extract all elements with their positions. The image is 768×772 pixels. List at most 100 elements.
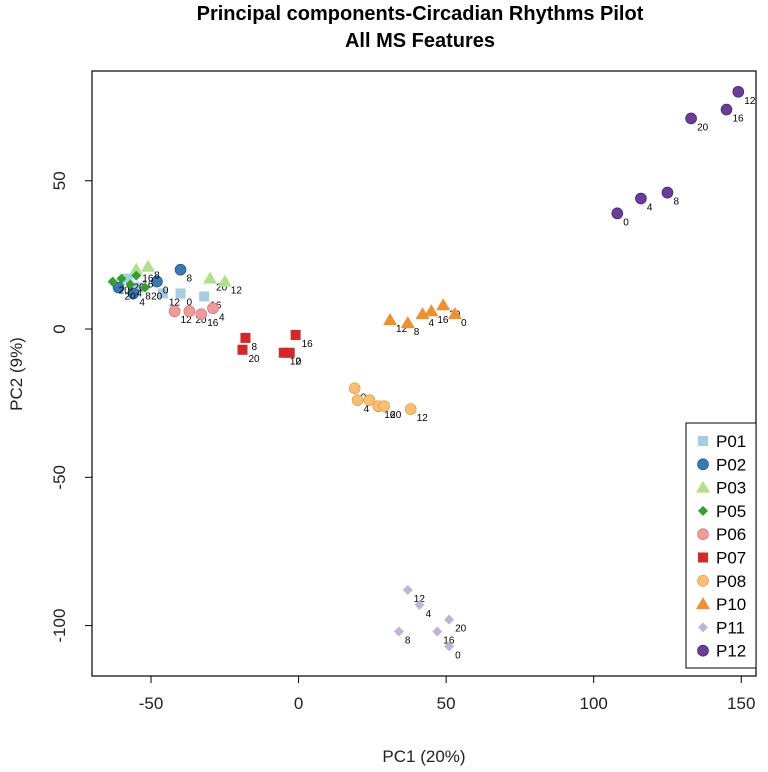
data-point bbox=[195, 308, 207, 320]
legend-marker bbox=[698, 436, 708, 446]
data-point bbox=[414, 599, 425, 610]
point-label: 20 bbox=[133, 283, 145, 294]
point-label: 20 bbox=[125, 291, 137, 302]
data-point bbox=[363, 394, 376, 406]
data-point bbox=[151, 275, 163, 288]
data-point bbox=[199, 291, 210, 302]
data-point bbox=[635, 192, 647, 205]
data-point bbox=[131, 270, 142, 281]
data-point bbox=[383, 313, 398, 326]
point-label: 8 bbox=[187, 274, 193, 285]
data-point bbox=[404, 403, 417, 415]
point-label: 4 bbox=[136, 289, 142, 300]
point-label: 20 bbox=[216, 283, 228, 294]
data-point bbox=[183, 305, 196, 318]
y-tick-label: 50 bbox=[50, 171, 69, 190]
data-point bbox=[661, 186, 674, 199]
legend: P01 P02 P03 P05 P06 P07 P08 P10 P11 P12 bbox=[685, 422, 757, 669]
data-point bbox=[134, 282, 145, 293]
data-point bbox=[217, 274, 232, 287]
data-points: 8120162080420820121620816204122016482001… bbox=[107, 85, 756, 661]
data-point bbox=[112, 281, 125, 294]
point-label: 12 bbox=[169, 297, 181, 308]
point-label: 20 bbox=[390, 410, 402, 421]
series-p10: 128416200 bbox=[383, 298, 467, 338]
data-point bbox=[107, 276, 118, 287]
point-label: 16 bbox=[142, 280, 154, 291]
data-point bbox=[685, 112, 697, 125]
point-label: 20 bbox=[249, 354, 261, 365]
data-point bbox=[436, 298, 451, 311]
data-point bbox=[393, 626, 404, 637]
point-label: 20 bbox=[119, 286, 131, 297]
legend-marker bbox=[698, 552, 708, 563]
chart-title: Principal components-Circadian Rhythms P… bbox=[197, 3, 644, 25]
data-point bbox=[140, 282, 151, 293]
data-point bbox=[432, 626, 443, 637]
legend-entry: P05 bbox=[716, 502, 746, 521]
point-label: 16 bbox=[302, 339, 314, 350]
data-point bbox=[378, 400, 390, 412]
legend-marker bbox=[698, 622, 708, 633]
point-label: 16 bbox=[207, 318, 219, 329]
data-point bbox=[444, 614, 455, 625]
point-label: 0 bbox=[187, 297, 193, 308]
y-tick-label: 0 bbox=[50, 324, 69, 333]
point-label: 8 bbox=[414, 327, 420, 338]
data-point bbox=[720, 103, 733, 116]
legend-entry: P11 bbox=[716, 618, 745, 637]
point-label: 12 bbox=[414, 594, 426, 605]
point-label: 0 bbox=[623, 217, 629, 228]
point-label: 0 bbox=[361, 392, 367, 403]
point-label: 16 bbox=[437, 315, 449, 326]
axes: -50 0 50 100 150 -100 -50 0 50 bbox=[50, 171, 755, 713]
legend-entry: P10 bbox=[716, 595, 746, 614]
legend-entry: P03 bbox=[716, 479, 746, 498]
y-tick-label: -100 bbox=[50, 609, 69, 643]
y-axis-label: PC2 (9%) bbox=[7, 337, 26, 411]
data-point bbox=[290, 329, 301, 340]
series-p05: 20816204 bbox=[107, 270, 163, 302]
x-tick-label: 0 bbox=[294, 694, 303, 713]
data-point bbox=[611, 207, 624, 220]
data-point bbox=[351, 394, 364, 406]
data-point bbox=[240, 332, 251, 343]
data-point bbox=[278, 347, 289, 358]
point-label: 20 bbox=[151, 291, 163, 302]
point-label: 16 bbox=[384, 410, 396, 421]
data-point bbox=[116, 273, 127, 284]
data-point bbox=[402, 584, 413, 595]
legend-marker bbox=[697, 528, 709, 541]
legend-entry: P07 bbox=[716, 549, 746, 568]
data-point bbox=[203, 271, 218, 284]
point-label: 8 bbox=[251, 342, 257, 353]
legend-marker bbox=[697, 644, 709, 657]
data-point bbox=[284, 347, 295, 358]
point-label: 16 bbox=[142, 274, 154, 285]
data-point bbox=[122, 273, 133, 284]
data-point bbox=[237, 344, 248, 355]
data-point bbox=[424, 304, 439, 317]
point-label: 4 bbox=[364, 404, 370, 415]
data-point bbox=[175, 288, 186, 299]
point-label: 4 bbox=[139, 297, 145, 308]
data-point bbox=[125, 279, 136, 290]
point-label: 16 bbox=[732, 114, 744, 125]
point-label: 12 bbox=[181, 315, 193, 326]
data-point bbox=[207, 302, 219, 315]
point-label: 12 bbox=[744, 96, 756, 107]
x-tick-label: 150 bbox=[727, 694, 755, 713]
data-point bbox=[400, 316, 415, 329]
point-label: 8 bbox=[145, 291, 151, 302]
plot-area-frame bbox=[91, 70, 757, 677]
point-label: 12 bbox=[417, 413, 429, 424]
data-point bbox=[732, 85, 745, 98]
data-point bbox=[129, 262, 144, 275]
x-axis-label: PC1 (20%) bbox=[382, 747, 465, 766]
